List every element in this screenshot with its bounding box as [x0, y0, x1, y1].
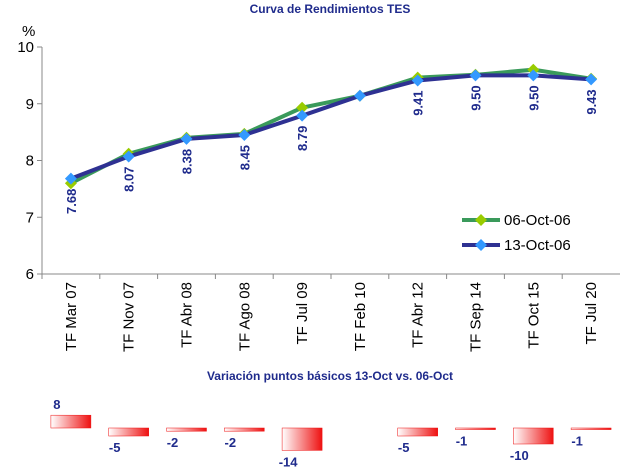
data-label: 9.43 [584, 89, 599, 114]
x-tick-label: TF Abr 12 [410, 282, 427, 348]
data-label: 8.38 [180, 149, 195, 174]
bar [50, 414, 92, 429]
data-label: 7.68 [64, 189, 79, 214]
data-label: -5 [398, 440, 410, 455]
x-tick-label: TF Jul 09 [294, 282, 311, 345]
series-line [69, 67, 592, 185]
marker [180, 132, 193, 145]
chart-title: Curva de Rendimientos TES [250, 2, 411, 16]
y-tick-label: 9 [26, 96, 34, 113]
data-label: 9.50 [469, 85, 484, 110]
data-label: 8 [53, 397, 60, 412]
y-axis-label: % [22, 23, 35, 40]
x-tick-label: TF Mar 07 [63, 282, 80, 351]
bar [166, 427, 207, 432]
marker [527, 69, 540, 82]
bar [455, 427, 496, 430]
marker [296, 109, 309, 122]
marker [411, 74, 424, 87]
series-line [70, 73, 592, 181]
x-tick-label: TF Oct 15 [525, 282, 542, 349]
marker [296, 101, 309, 114]
marker [64, 172, 77, 185]
bar [570, 427, 612, 430]
data-label: 9.50 [526, 85, 541, 110]
x-tick-label: TF Ago 08 [236, 282, 253, 351]
y-tick-label: 6 [26, 266, 34, 283]
data-label: 8.07 [122, 167, 137, 192]
data-label: -1 [456, 434, 468, 449]
data-label: -14 [279, 454, 299, 469]
bar [397, 427, 438, 437]
y-tick-label: 7 [26, 209, 34, 226]
data-label: -10 [510, 448, 529, 463]
data-label: -2 [225, 435, 237, 450]
marker [353, 89, 366, 102]
x-tick-label: TF Sep 14 [468, 282, 485, 352]
bar-title: Variación puntos básicos 13-Oct vs. 06-O… [207, 369, 453, 383]
y-tick-label: 10 [17, 39, 34, 56]
legend-marker [475, 214, 487, 226]
marker [122, 150, 135, 163]
marker [585, 73, 598, 86]
marker [238, 128, 251, 141]
marker [469, 69, 482, 82]
legend-label: 13-Oct-06 [504, 237, 571, 254]
bar [108, 427, 149, 437]
y-tick-label: 8 [26, 153, 34, 170]
data-label: 8.45 [237, 145, 252, 170]
x-tick-label: TF Abr 08 [179, 282, 196, 348]
bar [281, 427, 323, 451]
data-label: -5 [109, 440, 121, 455]
x-tick-label: TF Jul 20 [583, 282, 600, 345]
x-tick-label: TF Feb 10 [352, 282, 369, 351]
data-label: 8.79 [295, 126, 310, 151]
legend-marker [475, 239, 487, 251]
legend-label: 06-Oct-06 [504, 212, 571, 229]
bar [513, 427, 554, 445]
data-label: 9.41 [411, 90, 426, 115]
bar [224, 427, 265, 432]
data-label: -2 [167, 435, 179, 450]
data-label: -1 [571, 434, 583, 449]
x-tick-label: TF Nov 07 [121, 282, 138, 352]
